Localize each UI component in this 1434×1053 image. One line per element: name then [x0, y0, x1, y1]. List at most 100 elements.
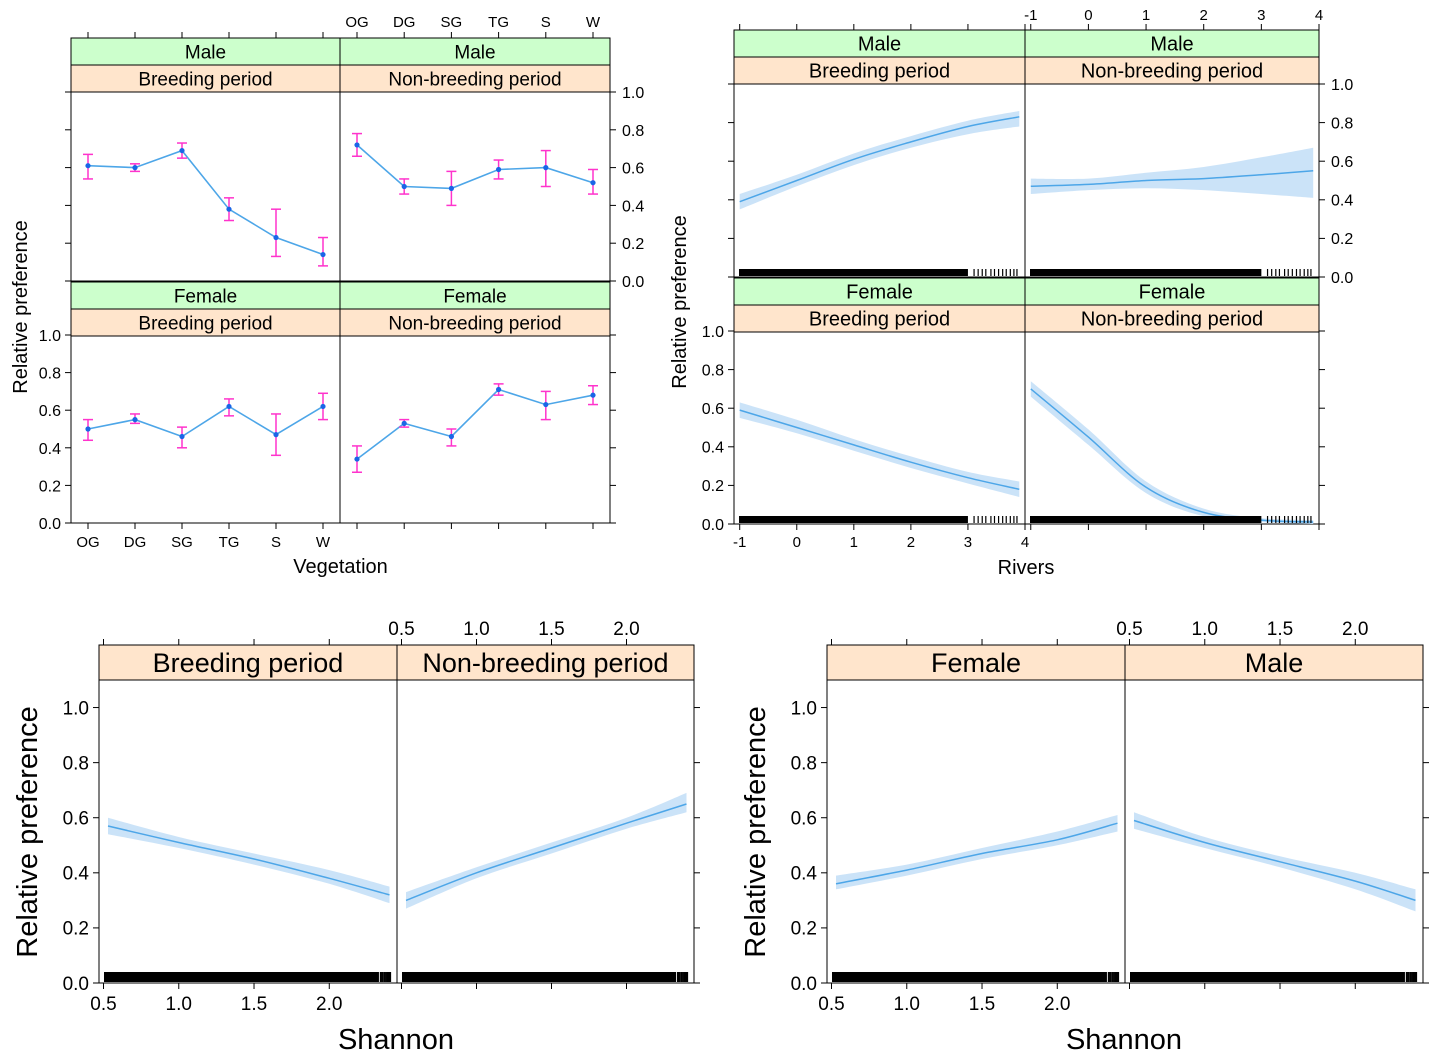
shannon-period-panel-1: Non-breeding period — [396, 644, 695, 984]
rivers-panel-1: Male Non-breeding period — [1024, 29, 1320, 278]
panel-0-strip-bg — [98, 644, 398, 681]
confidence-band — [1030, 147, 1314, 198]
shannon-sex-panel-1: Male — [1124, 644, 1424, 984]
panel-0-strip-bottom-bg — [70, 64, 341, 93]
rivers-panel-0: Male Breeding period — [733, 29, 1026, 278]
panel-0-strip-top-label: Male — [858, 34, 901, 56]
panel-frame — [70, 334, 341, 524]
x-tick-label-top: 2 — [1200, 7, 1208, 24]
x-tick-label-top: S — [541, 14, 551, 31]
y-tick-label: 0.2 — [702, 478, 724, 495]
data-point-S — [543, 165, 549, 171]
shannon-sex-chart: Female Male 0.0 0.2 0.4 0.6 0.8 1.0 0.5 0.5 1.0 1.0… — [740, 619, 1429, 1053]
y-tick-label: 1.0 — [39, 328, 61, 345]
y-tick-label: 0.6 — [622, 161, 644, 178]
rug-dense — [402, 972, 676, 982]
panel-frame — [396, 679, 695, 984]
fit-line — [107, 825, 390, 896]
shannon-sex-panel-0: Female — [826, 644, 1126, 984]
y-tick-label: 1.0 — [791, 698, 817, 719]
fit-line — [1030, 170, 1314, 188]
x-tick-label-bottom: 1.5 — [241, 994, 267, 1015]
panel-0-strip-bottom-label: Breeding period — [138, 69, 272, 90]
y-tick-label: 0.2 — [39, 478, 61, 495]
y-axis-label: Relative preference — [10, 220, 32, 393]
y-tick-label: 0.0 — [1331, 270, 1353, 287]
rug-dense — [1030, 516, 1262, 523]
x-tick-label-top: DG — [393, 14, 416, 31]
x-tick-label-bottom: S — [271, 534, 281, 551]
panel-1-strip-bottom-label: Non-breeding period — [388, 69, 561, 90]
vegetation-panel-3: Female Non-breeding period — [339, 281, 611, 524]
x-tick-label-top: 4 — [1315, 7, 1323, 24]
fit-line — [1030, 388, 1314, 523]
y-tick-label: 0.0 — [39, 516, 61, 533]
data-point-SG — [448, 433, 454, 440]
panel-3-strip-top-bg — [339, 281, 611, 310]
panel-1-strip-label: Non-breeding period — [422, 648, 668, 678]
y-tick-label: 0.4 — [39, 441, 61, 458]
y-tick-label: 0.0 — [622, 274, 644, 291]
panel-frame — [70, 91, 341, 282]
data-point-SG — [179, 147, 185, 154]
x-tick-label-top: 0 — [1084, 7, 1092, 24]
panel-1-strip-label: Male — [1245, 648, 1304, 678]
series-line — [356, 388, 594, 460]
x-tick-label-bottom: 2 — [907, 534, 915, 551]
vegetation-panel-0: Male Breeding period — [70, 37, 341, 282]
rivers-chart: Male Breeding period Male Non-breeding peri… — [669, 7, 1353, 579]
panel-frame — [339, 91, 611, 282]
x-tick-label-bottom: 0 — [793, 534, 801, 551]
y-tick-label: 0.8 — [791, 753, 817, 774]
confidence-band — [739, 111, 1020, 210]
panel-3-strip-top-label: Female — [1139, 282, 1206, 304]
panel-1-strip-top-bg — [1024, 29, 1320, 58]
y-tick-label: 0.8 — [39, 366, 61, 383]
data-point-S — [273, 432, 279, 438]
y-tick-label: 0.6 — [702, 401, 724, 418]
y-tick-label: 0.4 — [1331, 193, 1353, 210]
x-tick-label-top: TG — [488, 14, 509, 31]
x-axis-label: Shannon — [338, 1024, 454, 1053]
x-tick-label-bottom: 0.5 — [90, 994, 116, 1015]
fit-line — [739, 116, 1020, 203]
y-tick-label: 1.0 — [702, 324, 724, 341]
y-tick-label: 0.8 — [1331, 115, 1353, 132]
data-point-SG — [179, 433, 185, 440]
x-tick-label-bottom: 4 — [1021, 534, 1029, 551]
vegetation-panel-2: Female Breeding period — [70, 281, 341, 524]
x-tick-label-top: -1 — [1024, 7, 1037, 24]
data-point-W — [320, 251, 326, 258]
data-point-TG — [496, 386, 502, 393]
vegetation-chart: Male Breeding period Male Non-breeding peri… — [10, 14, 644, 578]
x-tick-label-bottom: 3 — [964, 534, 972, 551]
x-tick-label-top: W — [586, 14, 601, 31]
x-tick-label-bottom: 1.5 — [969, 994, 995, 1015]
x-axis-label: Rivers — [998, 557, 1055, 579]
panel-2-strip-top-label: Female — [846, 282, 913, 304]
panel-1-strip-bg — [1124, 644, 1424, 681]
data-point-SG — [448, 185, 454, 191]
rug-dense — [1130, 972, 1405, 982]
panel-0-strip-label: Female — [931, 648, 1021, 678]
x-tick-label-bottom: TG — [219, 534, 240, 551]
panel-frame — [733, 83, 1026, 278]
y-tick-label: 0.6 — [39, 403, 61, 420]
fit-line — [1133, 819, 1416, 902]
panel-2-strip-bottom-label: Breeding period — [809, 309, 950, 331]
rug-dense — [739, 516, 968, 523]
series-line — [87, 149, 324, 256]
panel-2-strip-bottom-label: Breeding period — [138, 313, 272, 334]
x-tick-label-bottom: 0.5 — [818, 994, 844, 1015]
x-tick-label-top: OG — [345, 14, 368, 31]
y-tick-label: 0.6 — [1331, 154, 1353, 171]
x-tick-label-top: 1.0 — [463, 619, 489, 640]
series-line — [356, 144, 594, 190]
y-tick-label: 1.0 — [63, 698, 89, 719]
panel-1-strip-top-label: Male — [454, 42, 495, 63]
series-line — [87, 405, 324, 438]
x-tick-label-top: 1.5 — [538, 619, 564, 640]
y-axis-label: Relative preference — [740, 706, 772, 957]
x-tick-label-bottom: 2.0 — [316, 994, 342, 1015]
data-point-TG — [496, 166, 502, 173]
